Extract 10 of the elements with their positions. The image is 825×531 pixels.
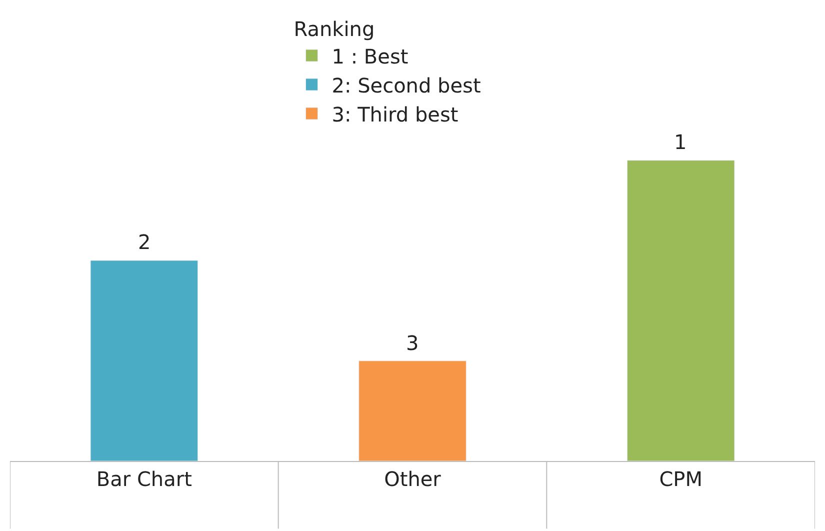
legend-label: 3: Third best — [332, 102, 458, 126]
legend-title: Ranking — [294, 17, 375, 41]
legend-label: 2: Second best — [332, 73, 481, 98]
annotation: 1 — [674, 130, 687, 154]
x-tick-label: Other — [384, 467, 442, 491]
annotation: 3 — [406, 331, 419, 355]
x-tick-label: CPM — [659, 467, 702, 491]
x-tick-label: Bar Chart — [96, 467, 192, 491]
annotation: 2 — [138, 230, 151, 254]
legend-label: 1 : Best — [332, 44, 408, 68]
